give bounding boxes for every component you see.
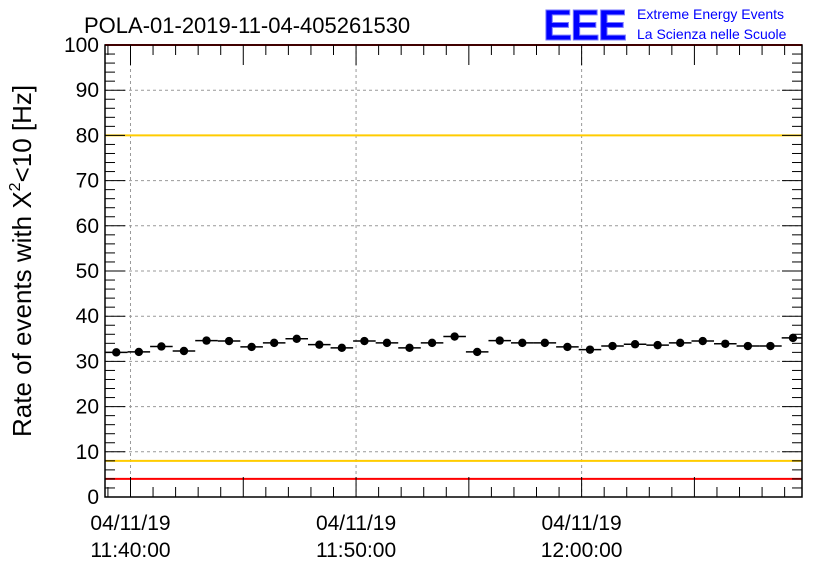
x-tick-label-date: 04/11/19 (90, 512, 170, 535)
data-point (495, 336, 504, 345)
data-point (450, 332, 459, 341)
chart-title: POLA-01-2019-11-04-405261530 (84, 13, 410, 38)
x-tick-label-date: 04/11/19 (542, 512, 622, 535)
y-tick-label: 100 (64, 34, 99, 57)
eee-logo: EEE Extreme Energy Events La Scienza nel… (543, 1, 787, 51)
data-point (788, 333, 798, 343)
data-point (337, 343, 347, 353)
y-axis-label-sup: 2 (7, 182, 24, 191)
y-tick-label: 90 (76, 79, 99, 102)
data-point (675, 338, 685, 348)
data-point (743, 341, 753, 351)
data-point (766, 341, 775, 351)
data-point (630, 340, 640, 349)
x-tick-label-time: 11:50:00 (316, 539, 396, 562)
data-point (427, 338, 437, 348)
logo-line-1: Extreme Energy Events (637, 6, 784, 22)
data-point (698, 336, 707, 346)
data-point (247, 342, 256, 352)
y-axis: 0 10 20 30 40 50 60 70 80 90 100 (64, 34, 802, 509)
x-tick-label-time: 12:00:00 (541, 539, 623, 562)
data-point (360, 336, 369, 346)
y-axis-label-main: Rate of events with X (7, 191, 37, 437)
logo-mark: EEE (543, 1, 626, 50)
x-tick-label-time: 11:40:00 (90, 539, 170, 562)
y-tick-label: 60 (76, 215, 99, 238)
y-tick-label: 0 (87, 486, 99, 509)
data-point (157, 342, 166, 351)
data-point (382, 338, 392, 348)
y-tick-label: 40 (76, 305, 99, 328)
data-point (585, 345, 595, 354)
data-point (202, 336, 211, 345)
data-point (518, 338, 527, 348)
data-points (105, 332, 802, 357)
y-tick-label: 10 (76, 441, 99, 464)
y-tick-label: 30 (76, 350, 99, 373)
y-tick-label: 50 (76, 260, 99, 283)
y-axis-label-suffix: <10 [Hz] (7, 85, 37, 183)
data-point (134, 347, 144, 357)
data-point (653, 340, 662, 350)
data-point (224, 336, 234, 346)
data-point (540, 338, 550, 348)
data-point (472, 347, 482, 357)
data-point (315, 340, 324, 349)
data-point (563, 342, 572, 352)
data-point (112, 348, 121, 357)
data-point (721, 339, 730, 348)
data-point (269, 338, 279, 348)
reference-lines (105, 44, 802, 480)
x-tick-label-date: 04/11/19 (316, 512, 396, 535)
logo-line-2: La Scienza nelle Scuole (637, 26, 787, 42)
y-tick-label: 70 (76, 170, 99, 193)
data-point (608, 341, 617, 351)
grid (105, 45, 802, 497)
y-tick-label: 80 (76, 124, 99, 147)
y-axis-label: Rate of events with X2<10 [Hz] (7, 85, 37, 437)
y-tick-label: 20 (76, 396, 99, 419)
data-point (405, 343, 414, 353)
data-point (179, 346, 189, 356)
x-axis: 04/11/19 11:40:00 04/11/19 11:50:00 04/11/19… (90, 45, 786, 562)
data-point (292, 334, 301, 343)
